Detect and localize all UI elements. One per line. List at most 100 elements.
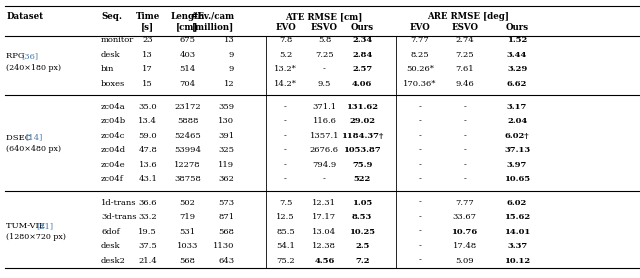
Text: -: -	[463, 103, 466, 111]
Text: -: -	[419, 213, 421, 221]
Text: 119: 119	[218, 161, 234, 169]
Text: Ours: Ours	[351, 23, 374, 32]
Text: 8.25: 8.25	[410, 51, 429, 59]
Text: 9: 9	[229, 65, 234, 73]
Text: (640×480 px): (640×480 px)	[6, 145, 61, 153]
Text: [cm]: [cm]	[176, 23, 199, 32]
Text: 17.48: 17.48	[452, 242, 477, 250]
Text: [36]: [36]	[21, 53, 38, 61]
Text: zc04f: zc04f	[101, 175, 124, 183]
Text: 50.26*: 50.26*	[406, 65, 434, 73]
Text: -: -	[419, 228, 421, 236]
Text: 15: 15	[143, 80, 153, 88]
Text: 37.13: 37.13	[504, 147, 530, 155]
Text: 85.5: 85.5	[276, 228, 295, 236]
Text: 1357.1: 1357.1	[310, 132, 339, 140]
Text: 5.8: 5.8	[318, 36, 331, 44]
Text: 3.29: 3.29	[507, 65, 527, 73]
Text: boxes: boxes	[101, 80, 125, 88]
Text: 573: 573	[218, 199, 234, 207]
Text: 7.8: 7.8	[279, 36, 292, 44]
Text: (240×180 px): (240×180 px)	[6, 63, 61, 71]
Text: 704: 704	[179, 80, 196, 88]
Text: 9.46: 9.46	[455, 80, 474, 88]
Text: 3.44: 3.44	[507, 51, 527, 59]
Text: 7.25: 7.25	[455, 51, 474, 59]
Text: 403: 403	[179, 51, 196, 59]
Text: -: -	[419, 257, 421, 265]
Text: Ours: Ours	[506, 23, 529, 32]
Text: 2.74: 2.74	[455, 36, 474, 44]
Text: 13.6: 13.6	[138, 161, 157, 169]
Text: 6.02†: 6.02†	[505, 132, 529, 140]
Text: 13.04: 13.04	[312, 228, 337, 236]
Text: 10.76: 10.76	[451, 228, 478, 236]
Text: 4.56: 4.56	[314, 257, 335, 265]
Text: 6.62: 6.62	[507, 80, 527, 88]
Text: 52465: 52465	[174, 132, 201, 140]
Text: 794.9: 794.9	[312, 161, 337, 169]
Text: 12: 12	[223, 80, 234, 88]
Text: 359: 359	[218, 103, 234, 111]
Text: #Ev./cam: #Ev./cam	[190, 12, 234, 21]
Text: 7.61: 7.61	[455, 65, 474, 73]
Text: -: -	[284, 175, 287, 183]
Text: 21.4: 21.4	[138, 257, 157, 265]
Text: 2.84: 2.84	[352, 51, 372, 59]
Text: (1280×720 px): (1280×720 px)	[6, 233, 67, 241]
Text: 7.25: 7.25	[315, 51, 334, 59]
Text: 10.25: 10.25	[349, 228, 375, 236]
Text: 23: 23	[143, 36, 153, 44]
Text: ARE RMSE [deg]: ARE RMSE [deg]	[428, 12, 509, 21]
Text: zc04d: zc04d	[101, 147, 126, 155]
Text: 36.6: 36.6	[139, 199, 157, 207]
Text: 1033: 1033	[177, 242, 198, 250]
Text: 19.5: 19.5	[138, 228, 157, 236]
Text: 643: 643	[218, 257, 234, 265]
Text: 15.62: 15.62	[504, 213, 530, 221]
Text: Dataset: Dataset	[6, 12, 44, 21]
Text: 7.2: 7.2	[355, 257, 369, 265]
Text: 9.5: 9.5	[318, 80, 331, 88]
Text: 12.31: 12.31	[312, 199, 337, 207]
Text: 1.05: 1.05	[352, 199, 372, 207]
Text: 1d-trans: 1d-trans	[101, 199, 136, 207]
Text: 3.97: 3.97	[507, 161, 527, 169]
Text: zc04c: zc04c	[101, 132, 125, 140]
Text: 10.12: 10.12	[504, 257, 530, 265]
Text: -: -	[463, 132, 466, 140]
Text: -: -	[419, 175, 421, 183]
Text: 3d-trans: 3d-trans	[101, 213, 136, 221]
Text: 47.8: 47.8	[138, 147, 157, 155]
Text: 13.2*: 13.2*	[274, 65, 297, 73]
Text: 2.04: 2.04	[507, 118, 527, 125]
Text: -: -	[323, 175, 326, 183]
Text: 5.2: 5.2	[279, 51, 292, 59]
Text: 2.57: 2.57	[352, 65, 372, 73]
Text: [million]: [million]	[192, 23, 234, 32]
Text: zc04b: zc04b	[101, 118, 126, 125]
Text: 14.2*: 14.2*	[274, 80, 297, 88]
Text: 371.1: 371.1	[312, 103, 337, 111]
Text: desk: desk	[101, 51, 121, 59]
Text: 170.36*: 170.36*	[403, 80, 436, 88]
Text: 2.34: 2.34	[352, 36, 372, 44]
Text: 568: 568	[179, 257, 196, 265]
Text: zc04e: zc04e	[101, 161, 125, 169]
Text: -: -	[419, 103, 421, 111]
Text: ATE RMSE [cm]: ATE RMSE [cm]	[285, 12, 362, 21]
Text: -: -	[463, 118, 466, 125]
Text: 38758: 38758	[174, 175, 201, 183]
Text: -: -	[463, 161, 466, 169]
Text: 7.5: 7.5	[279, 199, 292, 207]
Text: 130: 130	[218, 118, 234, 125]
Text: 17.17: 17.17	[312, 213, 337, 221]
Text: -: -	[463, 175, 466, 183]
Text: [14]: [14]	[25, 134, 42, 142]
Text: 53994: 53994	[174, 147, 201, 155]
Text: 568: 568	[218, 228, 234, 236]
Text: ESVO: ESVO	[311, 23, 338, 32]
Text: 131.62: 131.62	[346, 103, 378, 111]
Text: 37.5: 37.5	[138, 242, 157, 250]
Text: -: -	[419, 118, 421, 125]
